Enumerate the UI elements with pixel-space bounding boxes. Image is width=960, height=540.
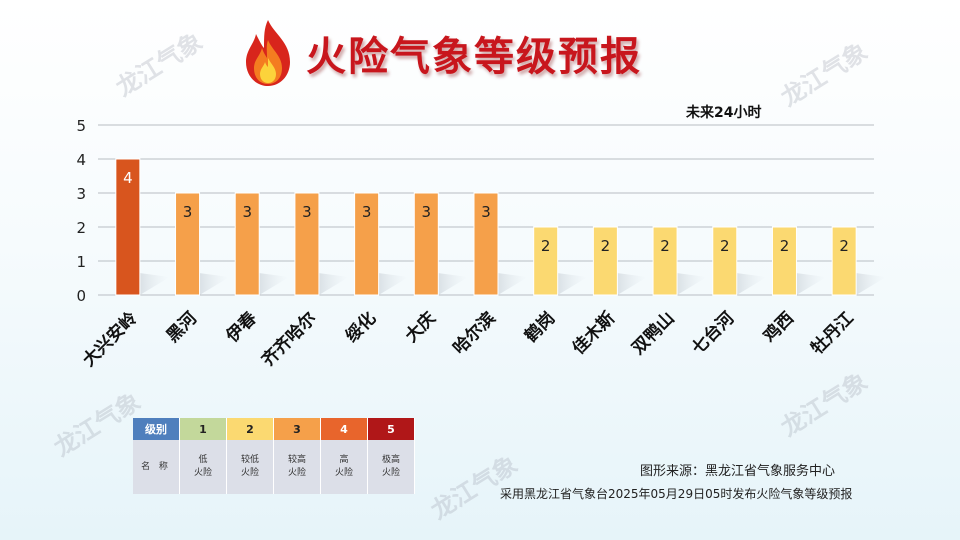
bar: [115, 158, 141, 296]
data-label: 2: [780, 237, 790, 255]
x-tick-label: 哈尔滨: [449, 308, 500, 359]
data-label: 3: [362, 203, 372, 221]
legend-name-label: 名 称: [133, 440, 180, 494]
x-tick-label: 双鸭山: [628, 308, 679, 359]
bar-chart: 0 1 2 3 4 5 4 大兴安岭 3 黑河 3 伊春 3 齐齐哈尔 3 绥化 3 大庆 3 哈尔滨 2 鹤岗 2 佳木斯 2…: [76, 117, 887, 371]
data-label: 2: [839, 237, 849, 255]
legend-name-cell: 较低 火险: [226, 440, 274, 494]
bar: [831, 226, 857, 296]
bar: [354, 192, 380, 296]
bar: [771, 226, 797, 296]
legend-name-cell: 极高 火险: [367, 440, 415, 494]
x-tick-label: 牡丹江: [807, 308, 858, 359]
bar: [533, 226, 559, 296]
legend-level-label: 级别: [133, 418, 180, 440]
x-tick-label: 鸡西: [758, 308, 798, 348]
legend-level-cell: 3: [273, 418, 321, 440]
data-label: 4: [123, 169, 133, 187]
legend-name-cell: 较高 火险: [273, 440, 321, 494]
x-tick-label: 伊春: [221, 308, 261, 348]
data-label: 2: [660, 237, 670, 255]
y-tick-label: 1: [76, 253, 86, 271]
bar: [294, 192, 320, 296]
legend-name-cell: 高 火险: [320, 440, 368, 494]
data-label: 3: [242, 203, 252, 221]
data-label: 3: [183, 203, 193, 221]
x-tick-label: 大庆: [401, 308, 440, 347]
legend-level-cell: 4: [320, 418, 368, 440]
y-tick-label: 5: [76, 117, 86, 135]
x-tick-label: 大兴安岭: [78, 308, 141, 371]
y-tick-label: 4: [76, 151, 86, 169]
legend-level-cell: 1: [179, 418, 227, 440]
legend-name-cell: 低 火险: [179, 440, 227, 494]
data-label: 2: [601, 237, 611, 255]
bar-layer: [115, 158, 857, 296]
data-label: 3: [481, 203, 491, 221]
bar: [473, 192, 499, 296]
forecast-note: 采用黑龙江省气象台2025年05月29日05时发布火险气象等级预报: [500, 487, 853, 501]
x-tick-label: 七台河: [687, 308, 738, 359]
y-tick-label: 3: [76, 185, 86, 203]
data-label: 3: [422, 203, 432, 221]
source-text: 图形来源：黑龙江省气象服务中心: [640, 464, 836, 479]
data-label: 2: [720, 237, 730, 255]
x-tick-label: 黑河: [163, 308, 201, 346]
y-tick-label: 2: [76, 219, 86, 237]
title-block: 火险气象等级预报: [240, 18, 642, 88]
page-title: 火险气象等级预报: [306, 34, 642, 80]
bar: [413, 192, 439, 296]
data-label: 2: [541, 237, 551, 255]
y-tick-label: 0: [76, 287, 86, 305]
legend-name-row: 名 称 低 火险 较低 火险 较高 火险高 火险 极高 火险: [133, 440, 415, 494]
bar: [712, 226, 738, 296]
bar: [234, 192, 260, 296]
bar: [592, 226, 618, 296]
bar: [652, 226, 678, 296]
flame-icon: [246, 20, 290, 86]
shadow-layer: [115, 271, 887, 295]
bar: [175, 192, 201, 296]
legend-level-cell: 2: [226, 418, 274, 440]
x-tick-label: 齐齐哈尔: [258, 308, 321, 371]
chart-subtitle: 未来24小时: [686, 105, 762, 121]
x-tick-label: 绥化: [341, 308, 380, 347]
x-tick-label: 鹤岗: [520, 308, 559, 347]
legend-level-cell: 5: [367, 418, 415, 440]
data-label: 3: [302, 203, 312, 221]
x-tick-label: 佳木斯: [568, 308, 619, 359]
